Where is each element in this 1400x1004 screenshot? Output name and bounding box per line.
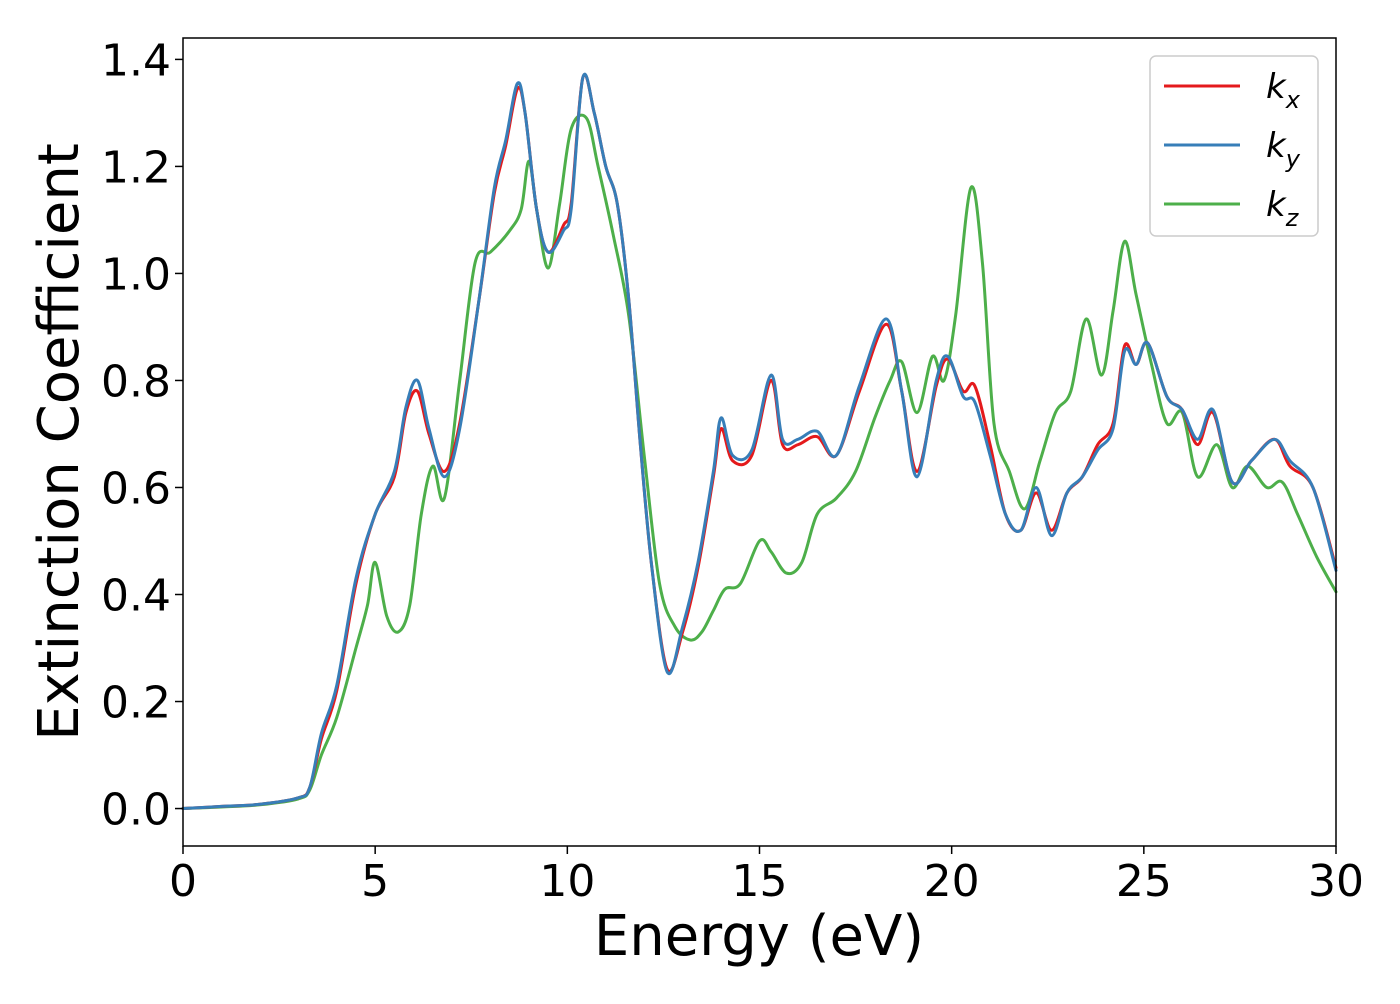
y-axis-title: Extinction Coefficient [27,143,92,741]
y-axis: 0.0 0.2 0.4 0.6 0.8 1.0 1.2 1.4 [101,35,183,836]
y-tick-label: 0.0 [101,785,171,836]
x-tick-label: 25 [1116,856,1172,907]
y-tick-label: 0.2 [101,678,171,729]
x-tick-label: 0 [169,856,197,907]
series-line-k-z [181,113,1338,811]
y-tick-label: 1.0 [101,249,171,300]
x-tick-label: 5 [361,856,389,907]
x-tick-label: 20 [924,856,980,907]
y-tick-label: 0.4 [101,571,171,622]
series-line-k-y [181,72,1338,811]
series-lines [181,72,1338,811]
x-axis: 0 5 10 15 20 25 30 [169,846,1364,907]
x-axis-title: Energy (eV) [594,904,924,969]
x-tick-label: 15 [732,856,788,907]
x-tick-label: 10 [539,856,595,907]
y-tick-label: 1.4 [101,35,171,86]
x-tick-label: 30 [1308,856,1364,907]
y-tick-label: 0.8 [101,356,171,407]
y-tick-label: 1.2 [101,142,171,193]
y-tick-label: 0.6 [101,463,171,514]
